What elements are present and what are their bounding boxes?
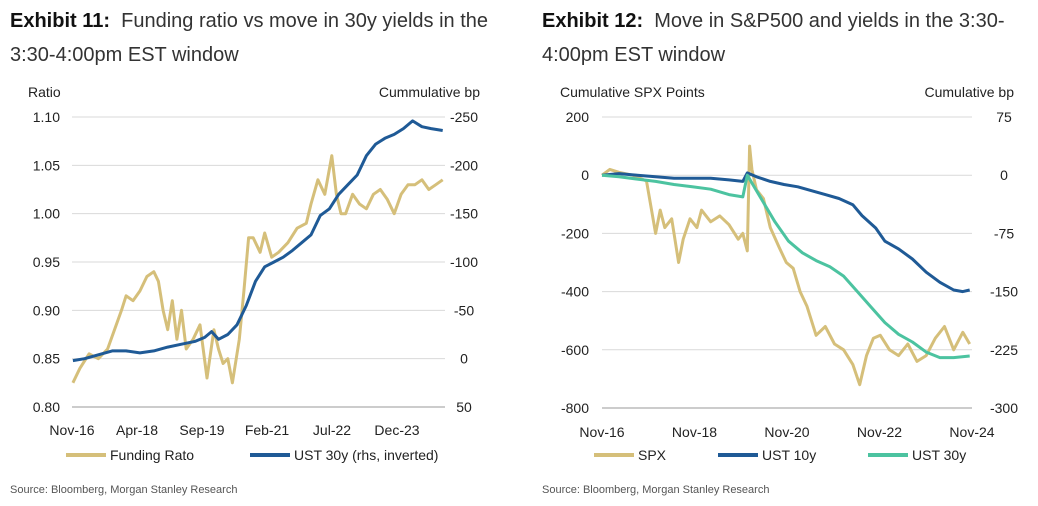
right-tick-label: -100 [450, 254, 478, 270]
x-tick-label: Jul-22 [313, 422, 351, 438]
left-tick-label: 1.10 [33, 109, 60, 125]
x-tick-label: Nov-22 [857, 424, 902, 440]
exhibit-12-title: Exhibit 12: Move in S&P500 and yields in… [542, 4, 1038, 72]
series-line-2 [72, 119, 443, 363]
legend-label: UST 30y (rhs, inverted) [294, 447, 438, 463]
left-tick-label: -400 [561, 284, 589, 300]
left-tick-label: 0 [581, 167, 589, 183]
x-tick-label: Nov-16 [49, 422, 94, 438]
exhibit-12-title-text: Move in S&P500 and yields in the 3:30-4:… [542, 10, 1005, 66]
exhibit-11-source: Source: Bloomberg, Morgan Stanley Resear… [10, 484, 238, 496]
left-axis-title: Cumulative SPX Points [560, 84, 705, 100]
x-tick-label: Dec-23 [374, 422, 419, 438]
right-tick-label: -50 [454, 302, 474, 318]
exhibit-12-label: Exhibit 12: [542, 10, 644, 32]
left-tick-label: -200 [561, 225, 589, 241]
right-tick-label: 0 [460, 351, 468, 367]
right-axis-title: Cumulative bp [925, 84, 1015, 100]
left-tick-label: 0.95 [33, 254, 60, 270]
right-tick-label: -150 [450, 206, 478, 222]
x-tick-label: Sep-19 [179, 422, 224, 438]
right-tick-label: -150 [990, 284, 1018, 300]
x-tick-label: Nov-16 [579, 424, 624, 440]
exhibit-12-source: Source: Bloomberg, Morgan Stanley Resear… [542, 484, 770, 496]
left-tick-label: -800 [561, 400, 589, 416]
right-tick-label: 0 [1000, 167, 1008, 183]
exhibit-11-label: Exhibit 11: [10, 10, 111, 32]
series-line-3 [601, 173, 970, 360]
legend-label: UST 10y [762, 447, 816, 463]
x-tick-label: Feb-21 [245, 422, 290, 438]
right-tick-label: -250 [450, 109, 478, 125]
series-line-2 [601, 171, 971, 294]
exhibit-11-title-text: Funding ratio vs move in 30y yields in t… [10, 10, 489, 66]
x-tick-label: Apr-18 [116, 422, 158, 438]
x-tick-label: Nov-24 [949, 424, 994, 440]
right-tick-label: -75 [994, 225, 1014, 241]
right-tick-label: -300 [990, 400, 1018, 416]
exhibit-11-title: Exhibit 11: Funding ratio vs move in 30y… [10, 4, 510, 72]
right-tick-label: 50 [456, 399, 472, 415]
right-axis-title: Cummulative bp [379, 84, 480, 100]
x-tick-label: Nov-20 [764, 424, 809, 440]
right-tick-label: -225 [990, 342, 1018, 358]
left-tick-label: 0.90 [33, 302, 60, 318]
left-tick-label: 0.85 [33, 351, 60, 367]
left-tick-label: -600 [561, 342, 589, 358]
legend-label: Funding Rato [110, 447, 194, 463]
exhibit-11-chart: Ratio Cummulative bp 1.10 1.05 1.00 0.95 0.90 0… [28, 84, 480, 463]
series-line-1 [601, 144, 971, 387]
right-tick-label: -200 [450, 157, 478, 173]
exhibit-12-chart: Cumulative SPX Points Cumulative bp 200 0 -2… [560, 84, 1018, 463]
series-line-1 [71, 154, 444, 385]
legend-label: UST 30y [912, 447, 966, 463]
legend-label: SPX [638, 447, 667, 463]
left-tick-label: 200 [566, 109, 590, 125]
x-tick-label: Nov-18 [672, 424, 717, 440]
left-tick-label: 1.05 [33, 157, 60, 173]
left-tick-label: 1.00 [33, 206, 60, 222]
left-axis-title: Ratio [28, 84, 61, 100]
left-tick-label: 0.80 [33, 399, 60, 415]
right-tick-label: 75 [996, 109, 1012, 125]
